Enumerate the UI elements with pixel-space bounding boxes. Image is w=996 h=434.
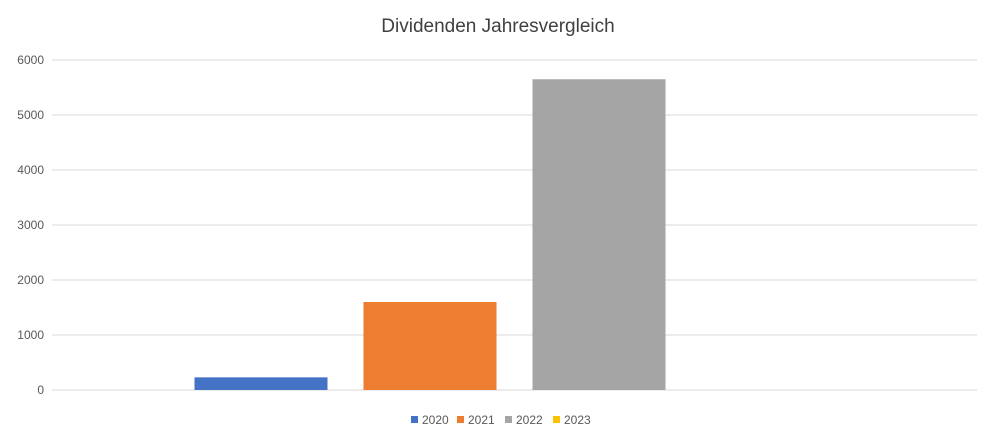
- bar-2022: [532, 79, 666, 390]
- y-tick-label: 6000: [17, 53, 44, 67]
- bar-2020: [194, 377, 328, 390]
- legend-label: 2022: [516, 413, 543, 427]
- legend-item-2020: 2020: [411, 413, 449, 427]
- y-tick-label: 3000: [17, 218, 44, 232]
- legend-item-2022: 2022: [505, 413, 543, 427]
- legend-swatch: [505, 416, 512, 423]
- legend-item-2023: 2023: [553, 413, 591, 427]
- gridlines: [52, 59, 977, 391]
- legend-label: 2023: [564, 413, 591, 427]
- legend: 2020 2021 2022 2023: [411, 413, 591, 427]
- bar-2021: [363, 302, 497, 390]
- bars: [194, 79, 666, 390]
- y-tick-label: 2000: [17, 273, 44, 287]
- y-tick-label: 4000: [17, 163, 44, 177]
- y-axis-ticks: 0 1000 2000 3000 4000 5000 6000: [17, 53, 44, 397]
- chart-title: Dividenden Jahresvergleich: [381, 16, 615, 37]
- legend-swatch: [411, 416, 418, 423]
- y-tick-label: 0: [37, 383, 44, 397]
- legend-label: 2021: [468, 413, 495, 427]
- legend-swatch: [457, 416, 464, 423]
- legend-item-2021: 2021: [457, 413, 495, 427]
- y-tick-label: 5000: [17, 108, 44, 122]
- legend-label: 2020: [422, 413, 449, 427]
- y-tick-label: 1000: [17, 328, 44, 342]
- legend-swatch: [553, 416, 560, 423]
